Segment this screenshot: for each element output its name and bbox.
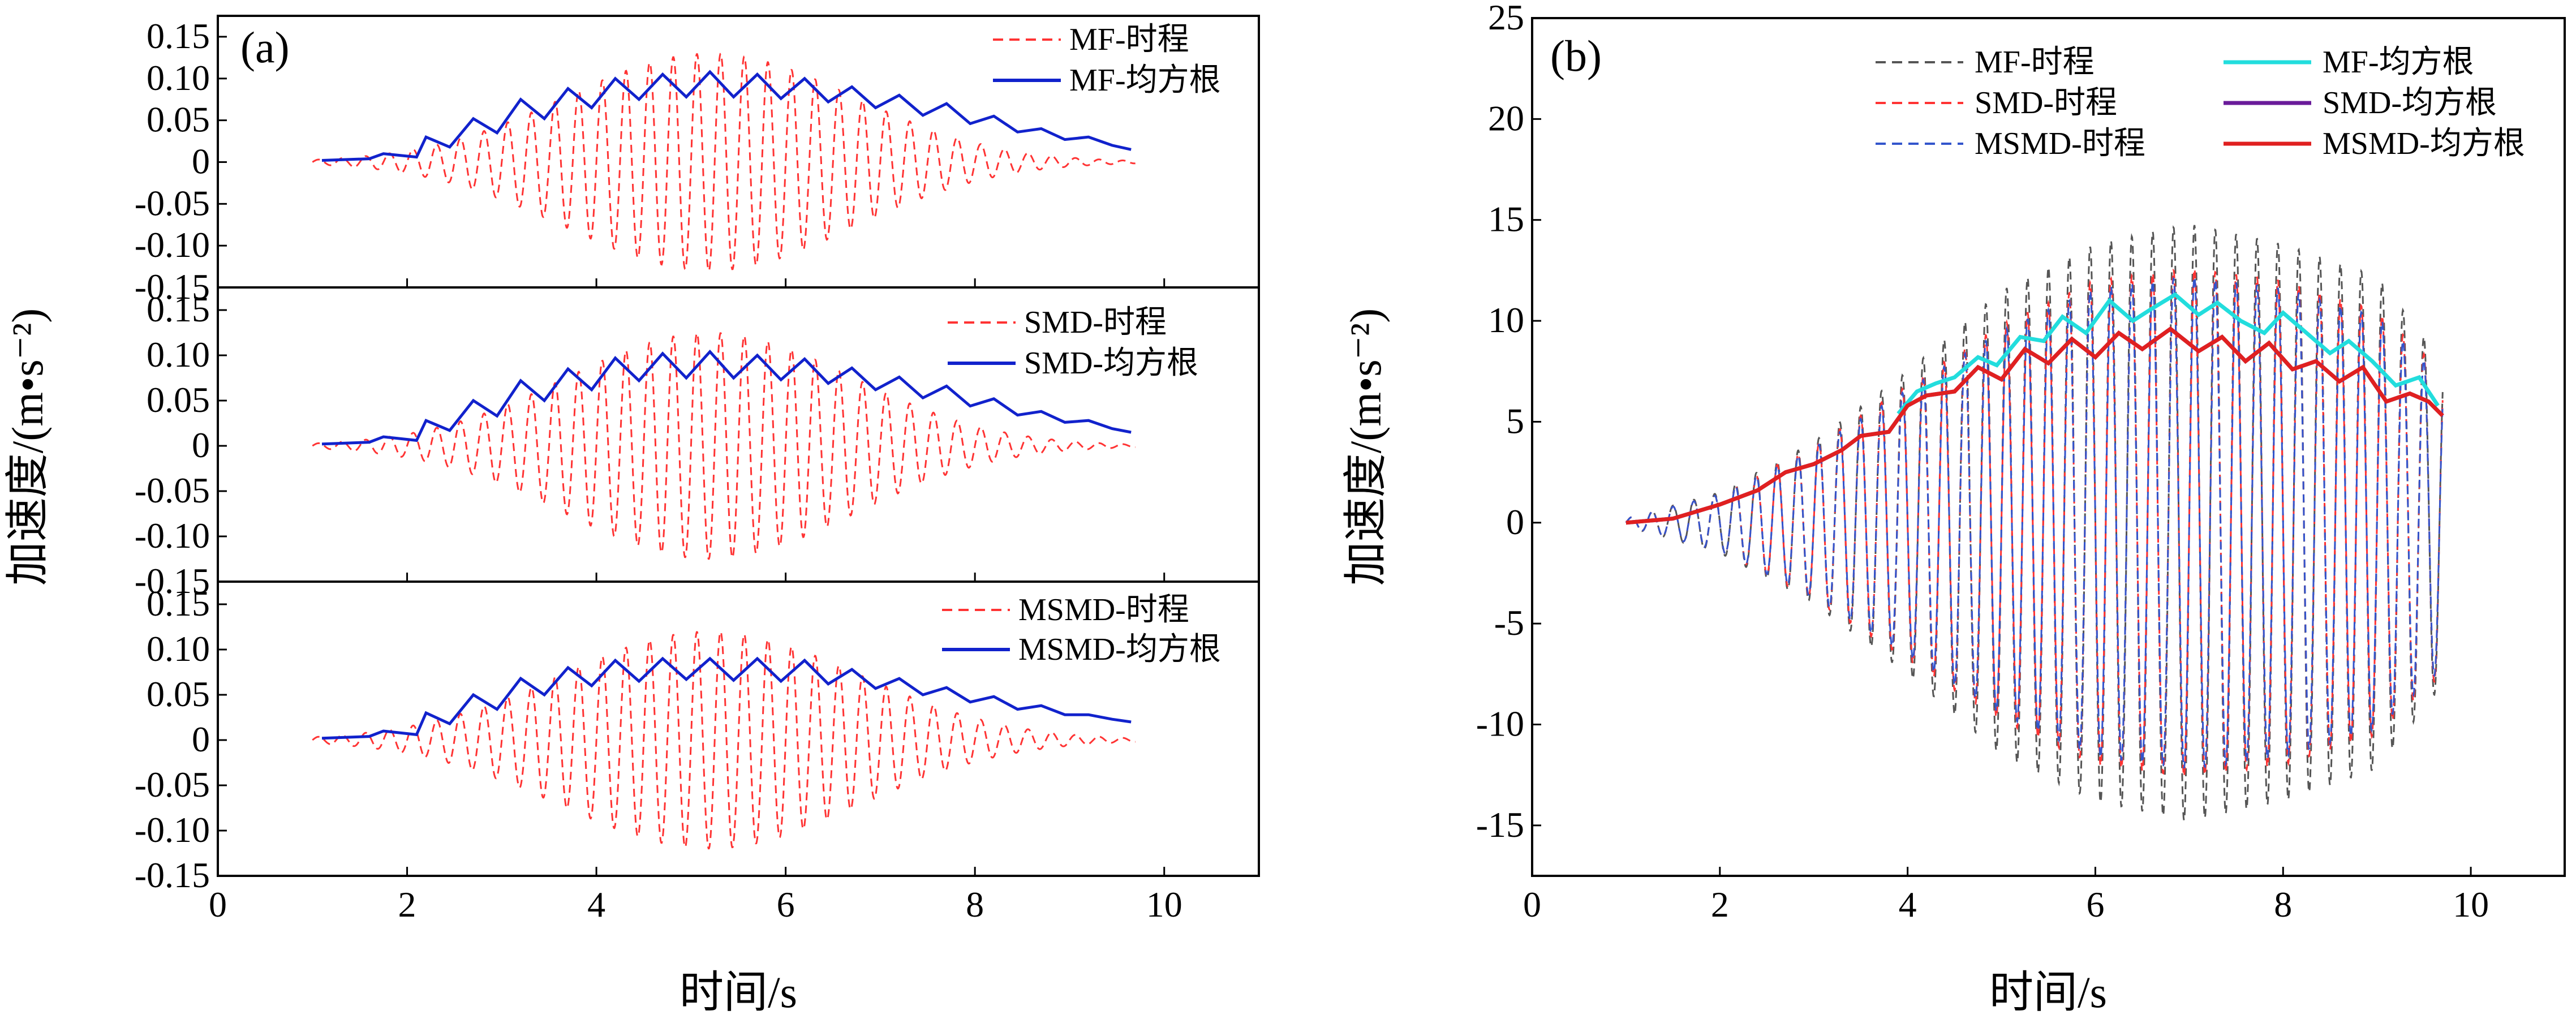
legend-label-b-mf-rms: MF-均方根 xyxy=(2323,45,2474,80)
panel-a-2-xtick-label: 0 xyxy=(209,884,227,925)
series-MF-均方根-line xyxy=(321,70,1132,162)
panel-b-frame xyxy=(1531,17,2566,877)
panel-b-xtick-label: 4 xyxy=(1899,884,1917,925)
panel-b-ytick-label: 5 xyxy=(1506,401,1524,441)
panel-a-1-ytick-label: 0.05 xyxy=(147,380,210,420)
panel-b-xtick-label: 2 xyxy=(1711,884,1729,925)
panel-b-xtick-label: 0 xyxy=(1523,884,1541,925)
panel-a-2-ytick-label: -0.15 xyxy=(135,855,210,895)
panel-a-2-ytick-label: 0.05 xyxy=(147,674,210,714)
panel-a-1-ytick-label: -0.05 xyxy=(135,470,210,510)
panel-a-1-ytick-label: 0.15 xyxy=(147,289,210,329)
panel-a-2-ytick-label: 0.15 xyxy=(147,583,210,624)
panel-b-plot-area xyxy=(1625,225,2444,821)
panel-a-2-xtick-label: 10 xyxy=(1146,884,1182,925)
panel-a-0-ytick-label: -0.05 xyxy=(135,183,210,223)
panel-b-ytick-label: 20 xyxy=(1488,98,1524,138)
panel-b-ytick-label: 15 xyxy=(1488,199,1524,239)
panel-a-2-ytick-label: 0.10 xyxy=(147,629,210,669)
panel-b-xtick-label: 10 xyxy=(2453,884,2489,925)
panel-a-top: (a) MF-时程 MF-均方根 -0.15-0.10-0.0500.050.1… xyxy=(135,15,1260,307)
panel-b-y-axis-title: 加速度/(m•s⁻²) xyxy=(1341,308,1390,586)
panel-a-0-ytick-label: 0.15 xyxy=(147,16,210,56)
legend-label-mf-time: MF-时程 xyxy=(1069,22,1189,57)
legend-label-b-smd-time: SMD-时程 xyxy=(1975,85,2117,121)
series-SMD-时程-line xyxy=(1625,268,2444,777)
panel-a-0-ytick-label: 0.05 xyxy=(147,100,210,140)
panel-a-1-ytick-label: -0.10 xyxy=(135,515,210,556)
series-SMD-均方根-line xyxy=(321,349,1132,446)
panel-a-middle-plot-area xyxy=(312,332,1136,560)
series-MSMD-均方根-line xyxy=(1625,326,2444,525)
panel-b-ytick-label: -5 xyxy=(1494,603,1524,643)
panel-a-y-axis-title: 加速度/(m•s⁻²) xyxy=(3,308,52,586)
panel-a-top-plot-area xyxy=(312,53,1136,272)
legend-label-b-msmd-time: MSMD-时程 xyxy=(1975,126,2145,161)
panel-a-0-ytick-label: -0.10 xyxy=(135,225,210,265)
panel-a-2-xtick-label: 6 xyxy=(777,884,795,925)
panel-b-ytick-label: 10 xyxy=(1488,300,1524,340)
panel-a-bottom-plot-area xyxy=(312,631,1136,850)
legend-label-b-msmd-rms: MSMD-均方根 xyxy=(2323,126,2525,161)
series-MF-时程-line xyxy=(312,53,1136,272)
panel-a-x-axis-title: 时间/s xyxy=(680,968,797,1017)
panel-a-1-ytick-label: 0.10 xyxy=(147,334,210,375)
panel-b: (b) MF-时程 SMD-时程 MSMD-时程 MF-均方根 SMD-均方根 … xyxy=(1341,0,2566,1017)
panel-a-0-ytick-label: -0.15 xyxy=(135,266,210,307)
panel-b-xtick-label: 8 xyxy=(2274,884,2292,925)
panel-b-xtick-label: 6 xyxy=(2086,884,2104,925)
panel-a-2-ytick-label: -0.05 xyxy=(135,764,210,805)
panel-a-top-legend: MF-时程 MF-均方根 xyxy=(993,22,1221,98)
panel-b-x-axis-title: 时间/s xyxy=(1989,968,2107,1017)
panel-b-legend: MF-时程 SMD-时程 MSMD-时程 MF-均方根 SMD-均方根 MSMD… xyxy=(1876,45,2525,161)
panel-a-2-xtick-label: 4 xyxy=(587,884,605,925)
panel-b-tag: (b) xyxy=(1550,31,1602,80)
panel-a-1-ytick-label: 0 xyxy=(192,425,210,465)
legend-label-smd-time: SMD-时程 xyxy=(1024,305,1167,340)
legend-label-b-mf-time: MF-时程 xyxy=(1975,45,2095,80)
panel-b-ytick-label: -10 xyxy=(1476,703,1524,743)
panel-a-bottom-legend: MSMD-时程 MSMD-均方根 xyxy=(942,592,1221,667)
panel-a-2-ytick-label: 0 xyxy=(192,719,210,759)
panel-b-ytick-label: 0 xyxy=(1506,502,1524,542)
panel-a-middle: SMD-时程 SMD-均方根 -0.15 -0.10 -0.05 0 0.05 0.10 0… xyxy=(135,286,1260,601)
panel-a-bottom: MSMD-时程 MSMD-均方根 时间/s -0.15 -0.10 -0.05 0 0.… xyxy=(135,581,1260,1017)
panel-a-0-ytick-label: 0 xyxy=(192,141,210,181)
panel-a-bottom-frame xyxy=(217,581,1260,877)
panel-a-tag: (a) xyxy=(240,23,290,72)
panel-b-ytick-label: 25 xyxy=(1488,0,1524,37)
series-MSMD-时程-line xyxy=(1625,277,2444,769)
legend-label-msmd-rms: MSMD-均方根 xyxy=(1018,632,1221,667)
series-MSMD-均方根-line xyxy=(321,656,1132,740)
panel-a-2-xtick-label: 8 xyxy=(966,884,984,925)
series-MSMD-时程-line xyxy=(312,631,1136,850)
legend-label-smd-rms: SMD-均方根 xyxy=(1024,346,1198,381)
panel-a-2-ytick-label: -0.10 xyxy=(135,810,210,850)
legend-label-b-smd-rms: SMD-均方根 xyxy=(2323,85,2497,121)
panel-a-1-ytick-label: -0.15 xyxy=(135,561,210,601)
legend-label-mf-rms: MF-均方根 xyxy=(1069,63,1221,98)
panel-a-2-xtick-label: 2 xyxy=(398,884,416,925)
panel-a-middle-legend: SMD-时程 SMD-均方根 xyxy=(948,305,1198,381)
panel-a-0-ytick-label: 0.10 xyxy=(147,58,210,98)
series-MF-均方根-line xyxy=(1896,292,2440,415)
legend-label-msmd-time: MSMD-时程 xyxy=(1018,592,1189,627)
panel-b-ytick-label: -15 xyxy=(1476,805,1524,845)
